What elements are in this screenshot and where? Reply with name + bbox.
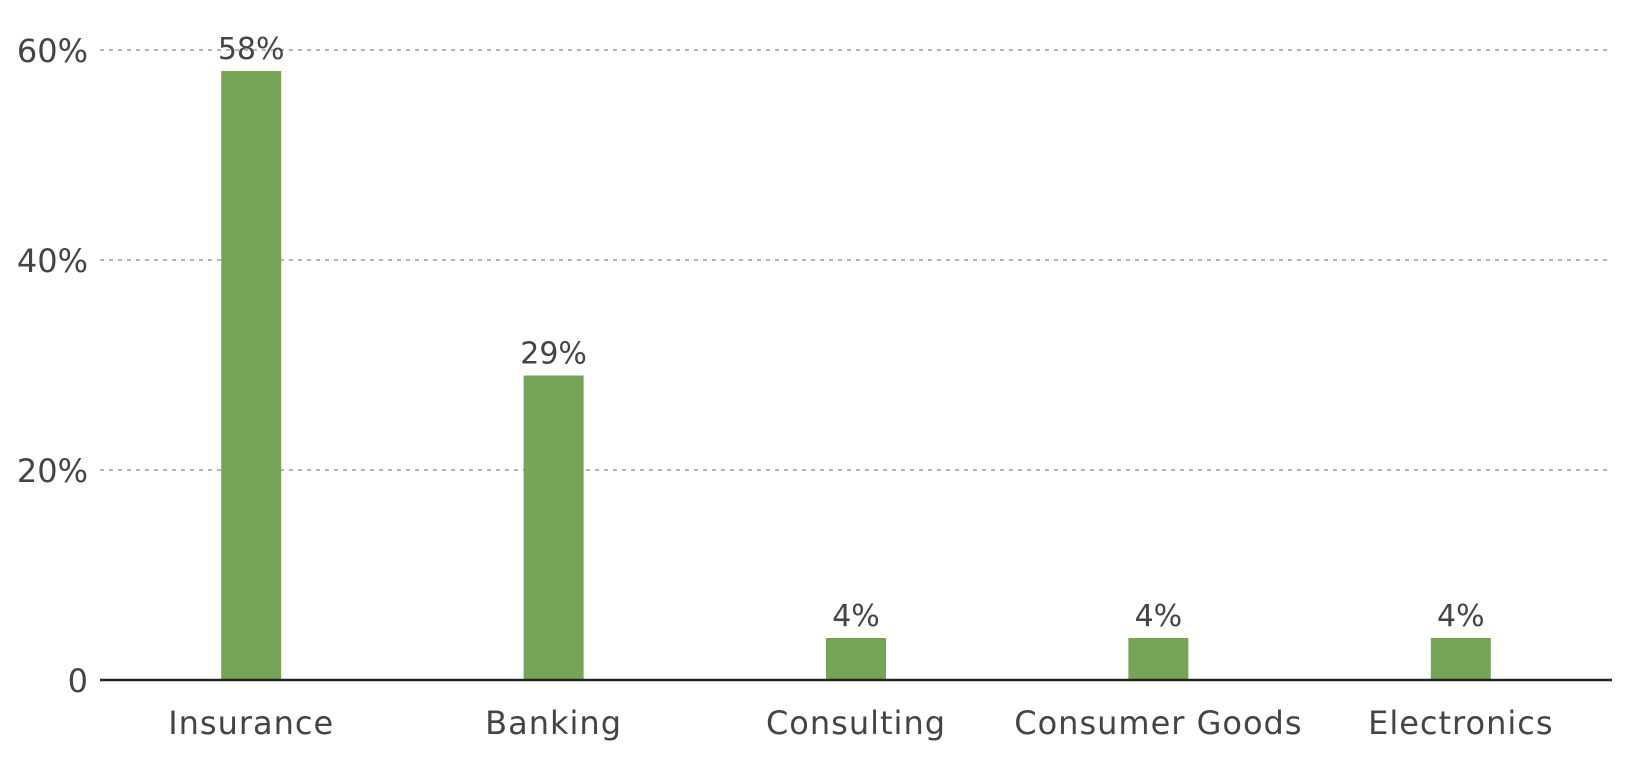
- data-label: 4%: [1135, 599, 1183, 634]
- data-label: 58%: [218, 32, 285, 67]
- bars: [221, 71, 1491, 680]
- data-label: 4%: [832, 599, 880, 634]
- x-category-label: Banking: [485, 704, 622, 742]
- bar-insurance: [221, 71, 282, 680]
- y-tick-label: 40%: [17, 242, 88, 280]
- bar-consumer-goods: [1128, 638, 1189, 680]
- y-tick-label: 60%: [17, 32, 88, 70]
- data-label: 29%: [520, 337, 587, 372]
- y-tick-label: 20%: [17, 452, 88, 490]
- x-category-label: Insurance: [168, 704, 334, 742]
- x-category-label: Consumer Goods: [1014, 704, 1302, 742]
- bar-banking: [523, 375, 584, 680]
- data-labels: 58% 29% 4% 4% 4%: [218, 32, 1485, 634]
- bar-consulting: [826, 638, 886, 680]
- grid-layer: [100, 49, 1612, 471]
- y-tick-label: 0: [68, 662, 88, 700]
- x-category-label: Consulting: [766, 704, 946, 742]
- data-label: 4%: [1437, 599, 1485, 634]
- x-category-label: Electronics: [1368, 704, 1553, 742]
- bar-electronics: [1430, 638, 1491, 680]
- y-axis-tick-labels: 0 20% 40% 60%: [17, 32, 88, 700]
- category-labels: Insurance Banking Consulting Consumer Goods…: [168, 704, 1553, 742]
